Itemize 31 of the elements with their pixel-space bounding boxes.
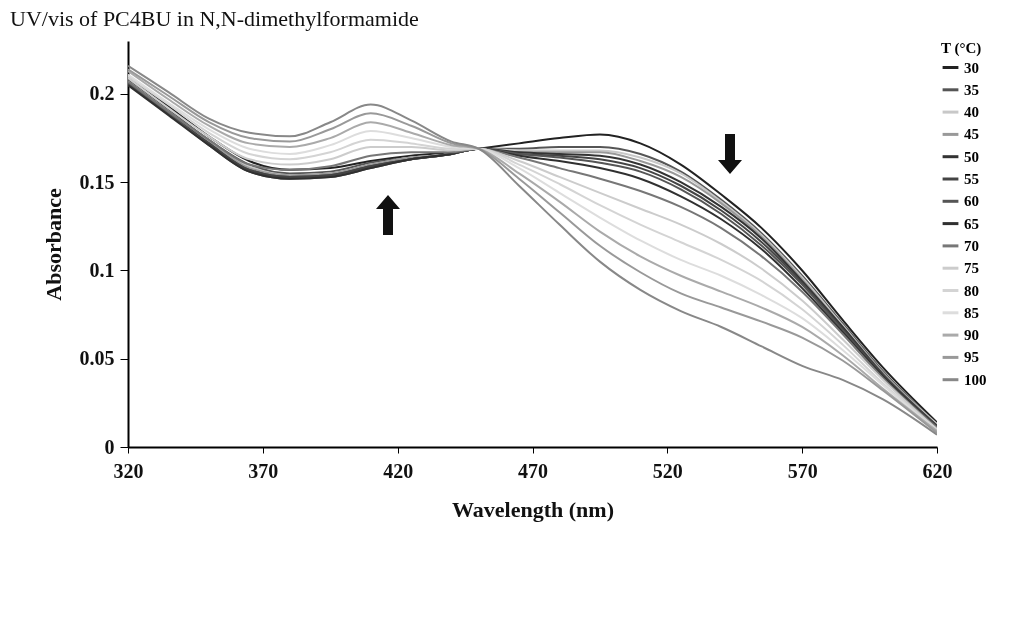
x-tick-label: 520 [652,459,683,482]
legend-label: 70 [964,237,979,254]
y-tick-label: 0.1 [89,258,115,281]
legend-label: 65 [964,215,979,232]
legend-label: 100 [964,371,987,388]
legend-label: 60 [964,193,979,210]
x-tick-label: 420 [383,459,414,482]
legend-label: 50 [964,148,979,165]
x-tick-label: 320 [113,459,144,482]
chart-title: UV/vis of PC4BU in N,N-dimethylformamide [10,6,419,31]
y-tick-label: 0.2 [89,82,115,105]
legend-label: 80 [964,282,979,299]
x-tick-label: 470 [518,459,548,482]
x-axis-title: Wavelength (nm) [452,496,614,522]
x-tick-label: 570 [787,459,818,482]
legend-label: 35 [964,81,979,98]
legend-title: T (°C) [941,40,982,57]
y-tick-label: 0.15 [79,170,115,193]
legend-label: 45 [964,126,979,143]
legend-label: 95 [964,349,979,366]
legend-label: 40 [964,104,979,121]
x-tick-label: 620 [922,459,953,482]
x-tick-label: 370 [248,459,279,482]
legend-label: 30 [964,59,979,76]
legend-label: 90 [964,327,979,344]
legend-label: 55 [964,171,979,187]
y-tick-label: 0 [104,435,115,458]
y-axis-title: Absorbance [40,188,66,301]
legend-label: 75 [964,260,979,277]
legend-label: 85 [964,304,979,321]
y-tick-label: 0.05 [79,347,115,370]
